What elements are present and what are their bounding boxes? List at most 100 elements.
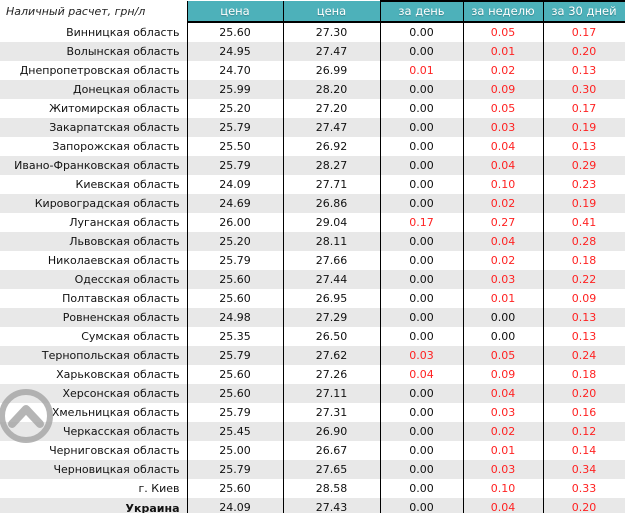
table-body: Винницкая область 25.60 27.30 0.00 0.05 0.17 В… (0, 22, 625, 513)
price1-cell: 24.69 (186, 194, 284, 213)
price1-cell: 25.79 (186, 346, 284, 365)
change-day-cell: 0.00 (379, 118, 464, 137)
change-day-cell: 0.00 (379, 460, 464, 479)
change-day-cell: 0.00 (379, 156, 464, 175)
change-week-cell: 0.04 (462, 156, 544, 175)
change-week-cell: 0.04 (462, 384, 544, 403)
change-week-cell: 0.09 (462, 80, 544, 99)
price1-cell: 25.50 (186, 137, 284, 156)
chevron-up-circle-icon (0, 389, 53, 443)
region-name-cell: Ровненская область (62, 311, 180, 324)
price2-cell: 26.90 (282, 422, 381, 441)
change-month-cell: 0.09 (542, 289, 625, 308)
price2-cell: 27.47 (282, 42, 381, 61)
column-header-price2: цена (282, 1, 381, 23)
change-month-cell: 0.20 (542, 42, 625, 61)
price1-cell: 25.60 (186, 365, 284, 384)
change-week-cell: 0.03 (462, 270, 544, 289)
price2-cell: 27.47 (282, 118, 381, 137)
price2-cell: 28.11 (282, 232, 381, 251)
price1-cell: 24.09 (186, 175, 284, 194)
change-week-cell: 0.03 (462, 403, 544, 422)
price2-cell: 27.30 (282, 22, 381, 42)
table-header-row: Наличный расчет, грн/л цена цена за день… (0, 0, 625, 23)
price2-cell: 27.44 (282, 270, 381, 289)
price2-cell: 28.58 (282, 479, 381, 498)
price1-cell: 24.09 (186, 498, 284, 513)
table-corner-label: Наличный расчет, грн/л (0, 1, 187, 22)
change-week-cell: 0.04 (462, 232, 544, 251)
table-row: Ивано-Франковская область 25.79 28.27 0.00 0… (0, 156, 625, 175)
change-day-cell: 0.00 (379, 22, 464, 42)
change-month-cell: 0.30 (542, 80, 625, 99)
change-month-cell: 0.13 (542, 61, 625, 80)
price2-cell: 29.04 (282, 213, 381, 232)
column-header-price1: цена (186, 1, 284, 23)
table-row: Одесская область 25.60 27.44 0.00 0.03 0.22 (0, 270, 625, 289)
price1-cell: 25.99 (186, 80, 284, 99)
region-name-cell: Закарпатская область (49, 121, 180, 134)
price1-cell: 25.60 (186, 270, 284, 289)
price1-cell: 25.60 (186, 384, 284, 403)
change-day-cell: 0.00 (379, 308, 464, 327)
price1-cell: 25.60 (186, 289, 284, 308)
price1-cell: 25.79 (186, 156, 284, 175)
change-week-cell: 0.05 (462, 22, 544, 42)
change-day-cell: 0.01 (379, 61, 464, 80)
table-row: г. Киев 25.60 28.58 0.00 0.10 0.33 (0, 479, 625, 498)
region-name-cell: Запорожская область (52, 140, 180, 153)
change-day-cell: 0.00 (379, 327, 464, 346)
region-name-cell: Житомирская область (49, 102, 180, 115)
region-name-cell: Хмельницкая область (51, 406, 180, 419)
price2-cell: 27.26 (282, 365, 381, 384)
table-row: Днепропетровская область 24.70 26.99 0.01 0.… (0, 61, 625, 80)
price1-cell: 25.35 (186, 327, 284, 346)
column-header-change-week: за неделю (462, 0, 544, 23)
change-month-cell: 0.14 (542, 441, 625, 460)
change-day-cell: 0.00 (379, 270, 464, 289)
table-row: Запорожская область 25.50 26.92 0.00 0.04 0.1… (0, 137, 625, 156)
table-row: Сумская область 25.35 26.50 0.00 0.00 0.13 (0, 327, 625, 346)
price2-cell: 27.62 (282, 346, 381, 365)
change-month-cell: 0.17 (542, 99, 625, 118)
table-row: Херсонская область 25.60 27.11 0.00 0.04 0.20 (0, 384, 625, 403)
region-name-cell: Черниговская область (49, 444, 180, 457)
change-day-cell: 0.00 (379, 441, 464, 460)
price2-cell: 27.29 (282, 308, 381, 327)
change-month-cell: 0.29 (542, 156, 625, 175)
change-week-cell: 0.02 (462, 61, 544, 80)
table-row: Черновицкая область 25.79 27.65 0.00 0.03 0.3… (0, 460, 625, 479)
price2-cell: 26.99 (282, 61, 381, 80)
change-week-cell: 0.01 (462, 441, 544, 460)
table-row: Кировоградская область 24.69 26.86 0.00 0.02… (0, 194, 625, 213)
region-name-cell: Волынская область (66, 45, 180, 58)
price1-cell: 24.95 (186, 42, 284, 61)
change-month-cell: 0.23 (542, 175, 625, 194)
region-name-cell: Черновицкая область (53, 463, 180, 476)
table-row: Луганская область 26.00 29.04 0.17 0.27 0.41 (0, 213, 625, 232)
change-week-cell: 0.01 (462, 42, 544, 61)
table-row: Волынская область 24.95 27.47 0.00 0.01 0.20 (0, 42, 625, 61)
change-month-cell: 0.17 (542, 22, 625, 42)
table-row: Закарпатская область 25.79 27.47 0.00 0.03 0.… (0, 118, 625, 137)
price2-cell: 27.43 (282, 498, 381, 513)
change-day-cell: 0.00 (379, 232, 464, 251)
change-day-cell: 0.00 (379, 479, 464, 498)
table-row: Донецкая область 25.99 28.20 0.00 0.09 0.30 (0, 80, 625, 99)
change-month-cell: 0.41 (542, 213, 625, 232)
price2-cell: 26.67 (282, 441, 381, 460)
change-week-cell: 0.00 (462, 327, 544, 346)
region-name-cell: Херсонская область (62, 387, 180, 400)
change-month-cell: 0.13 (542, 137, 625, 156)
change-day-cell: 0.00 (379, 422, 464, 441)
scroll-to-top-button[interactable] (0, 388, 54, 444)
region-name-cell: Харьковская область (56, 368, 180, 381)
change-month-cell: 0.34 (542, 460, 625, 479)
change-day-cell: 0.00 (379, 175, 464, 194)
price1-cell: 25.79 (186, 118, 284, 137)
price2-cell: 26.50 (282, 327, 381, 346)
change-week-cell: 0.02 (462, 194, 544, 213)
change-month-cell: 0.20 (542, 498, 625, 513)
change-day-cell: 0.00 (379, 251, 464, 270)
